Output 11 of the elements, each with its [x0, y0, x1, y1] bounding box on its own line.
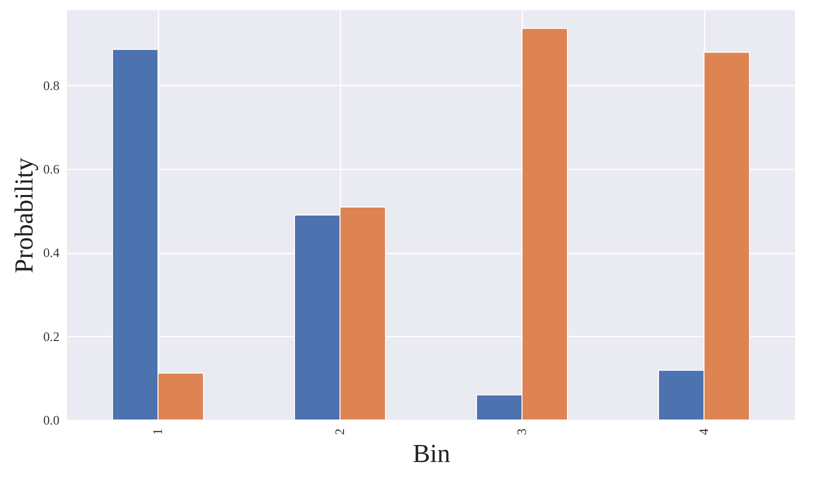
- y-tick-label: 0.8: [43, 78, 60, 93]
- x-tick-label: 3: [514, 428, 529, 435]
- y-axis-title: Probability: [9, 158, 38, 274]
- y-tick-label: 0.0: [43, 412, 60, 428]
- y-tick-label: 0.6: [43, 161, 60, 176]
- y-tick-label: 0.4: [43, 245, 60, 260]
- x-tick-label: 1: [150, 428, 165, 435]
- x-tick-label: 4: [696, 428, 711, 435]
- y-tick-label: 0.2: [43, 328, 60, 344]
- x-axis-title: Bin: [412, 439, 450, 468]
- x-tick-label: 2: [332, 428, 347, 435]
